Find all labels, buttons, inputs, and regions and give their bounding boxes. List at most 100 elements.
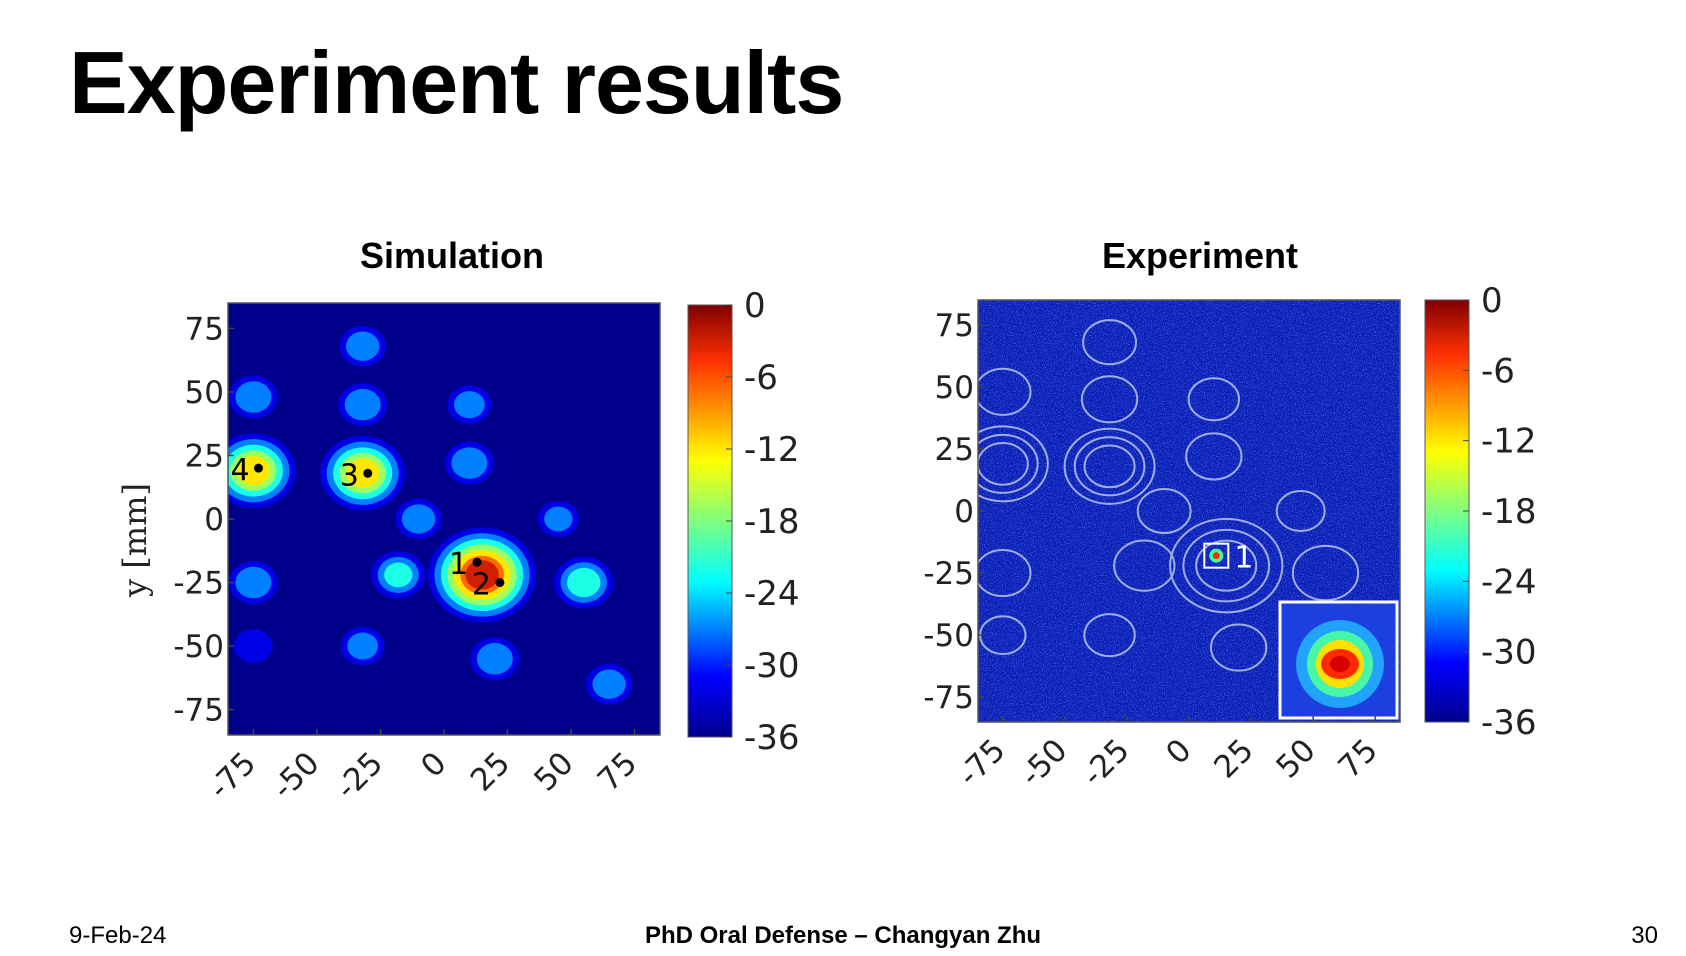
simulation-peak-layer [347, 632, 379, 660]
y-tick-label: -50 [923, 618, 974, 654]
simulation-peak-layer [235, 566, 272, 599]
x-tick-label: 25 [1207, 732, 1260, 785]
footer-date: 9-Feb-24 [69, 922, 167, 949]
simulation-peak-layer [465, 560, 499, 590]
colorbar-tick-label: -30 [744, 646, 800, 686]
source-marker [472, 557, 482, 567]
colorbar-tick-label: -36 [744, 718, 800, 758]
simulation-y-axis-label: y [mm] [116, 483, 154, 598]
simulation-peak-layer [544, 506, 573, 532]
source-marker [253, 463, 263, 473]
x-tick-label: 0 [1159, 732, 1198, 771]
contour-line [1082, 319, 1137, 366]
source-label: 1 [1234, 541, 1253, 576]
simulation-peak-layer [476, 642, 513, 675]
contour-line [1136, 487, 1192, 535]
colorbar-tick-label: -24 [1481, 562, 1537, 602]
y-tick-label: 25 [935, 432, 974, 468]
y-tick-label: 75 [935, 308, 974, 344]
simulation-peak-layer [344, 388, 381, 421]
colorbar-tick-label: -30 [1481, 633, 1537, 673]
y-tick-label: -25 [173, 566, 224, 602]
x-tick-label: 50 [527, 745, 580, 798]
simulation-peak-layer [345, 331, 380, 361]
contour-line [1185, 432, 1243, 481]
contour-line [1182, 528, 1271, 603]
footer-presentation-title: PhD Oral Defense – Changyan Zhu [644, 922, 1042, 949]
colorbar-tick-label: -12 [744, 430, 800, 470]
colorbar-tick-label: 0 [1481, 281, 1503, 321]
footer-page-number: 30 [1631, 922, 1658, 949]
source-marker [363, 468, 373, 478]
source-label: 1 [449, 547, 468, 582]
simulation-peak-layer [384, 562, 413, 588]
experiment-colorbar [1424, 299, 1470, 723]
colorbar-tick-label: -24 [744, 574, 800, 614]
y-tick-label: 50 [185, 375, 224, 411]
x-tick-label: 0 [414, 745, 453, 784]
colorbar-tick-label: -18 [1481, 492, 1537, 532]
contour-line [1083, 444, 1136, 489]
contour-line [1083, 613, 1136, 658]
contour-line [1073, 436, 1146, 497]
contour-line [1169, 517, 1284, 614]
simulation-peak-layer [592, 669, 626, 699]
colorbar-tick-label: -18 [744, 502, 800, 542]
contour-line [1063, 427, 1156, 505]
contour-line [978, 367, 1032, 416]
y-tick-label: 0 [954, 494, 974, 530]
contour-line [978, 442, 1029, 486]
contour-line [978, 549, 1032, 598]
colorbar-tick-label: -12 [1481, 422, 1537, 462]
y-tick-label: 50 [935, 370, 974, 406]
x-tick-label: 75 [1331, 732, 1384, 785]
colorbar-tick-label: -6 [744, 358, 778, 398]
source-label: 3 [340, 458, 359, 493]
simulation-peak-layer [401, 504, 436, 534]
experiment-title: Experiment [1101, 235, 1299, 276]
contour-line [978, 425, 1049, 503]
simulation-peak-layer [234, 629, 273, 663]
x-tick-label: -75 [202, 745, 263, 806]
source-spot-core [1212, 552, 1220, 560]
colorbar-tick-label: -6 [1481, 351, 1515, 391]
colorbar-tick-label: 0 [744, 286, 766, 326]
source-label: 4 [230, 453, 249, 488]
y-tick-label: -75 [923, 680, 974, 716]
experiment-simulation-contours [978, 319, 1378, 696]
contour-line [1187, 377, 1241, 422]
simulation-peak-layer [345, 458, 380, 488]
simulation-peak-layer [453, 391, 485, 419]
simulation-peak-layer [236, 456, 271, 486]
x-tick-label: -25 [1075, 732, 1136, 793]
source-label: 2 [472, 568, 491, 603]
simulation-title: Simulation [359, 235, 544, 276]
simulation-plot-background [228, 303, 660, 735]
source-box [1203, 542, 1230, 569]
simulation-peak-layer [235, 381, 272, 413]
contour-line [1209, 623, 1268, 672]
y-tick-label: -75 [173, 693, 224, 729]
simulation-peak-layer [451, 447, 488, 479]
y-tick-label: 25 [185, 438, 224, 474]
experiment-zoom-inset [1278, 600, 1399, 720]
contour-line [978, 433, 1039, 494]
y-tick-label: -25 [923, 556, 974, 592]
x-tick-label: 25 [464, 745, 517, 798]
x-tick-label: 50 [1269, 732, 1322, 785]
simulation-colorbar [687, 304, 733, 738]
x-tick-label: -50 [265, 745, 326, 806]
simulation-peak-layer [567, 567, 601, 598]
colorbar-tick-label: -36 [1481, 703, 1537, 743]
y-tick-label: 75 [185, 311, 224, 347]
x-tick-label: -50 [1013, 732, 1074, 793]
slide-title: Experiment results [69, 33, 844, 132]
contour-line [1080, 375, 1139, 424]
y-tick-label: 0 [204, 502, 224, 538]
contour-line [1195, 539, 1258, 592]
x-tick-label: -25 [329, 745, 390, 806]
x-tick-label: -75 [951, 732, 1012, 793]
